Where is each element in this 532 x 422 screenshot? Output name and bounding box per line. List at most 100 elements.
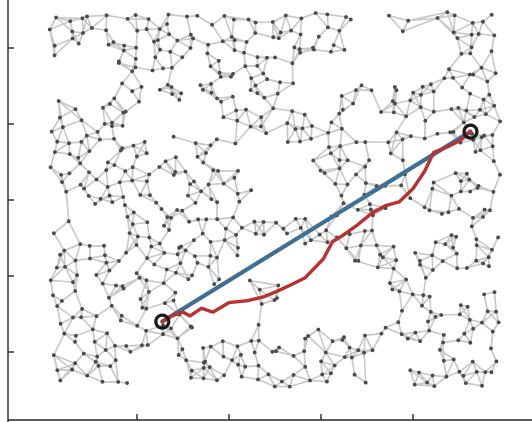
graph-node <box>270 20 275 24</box>
graph-edge <box>469 52 483 69</box>
graph-node <box>166 12 171 17</box>
graph-node <box>489 346 493 351</box>
graph-edge <box>146 245 153 259</box>
graph-node <box>253 31 258 35</box>
graph-node <box>440 212 444 216</box>
graph-node <box>308 378 312 383</box>
graph-edge <box>271 21 280 40</box>
graph-node <box>253 231 258 236</box>
graph-edge <box>298 46 314 51</box>
graph-node <box>322 171 327 175</box>
graph-edge <box>486 310 500 324</box>
graph-edge <box>452 77 463 89</box>
graph-node <box>169 216 174 220</box>
graph-edge <box>211 15 226 26</box>
graph-edge <box>154 56 164 70</box>
graph-edge <box>49 166 63 183</box>
graph-node <box>183 248 188 253</box>
graph-edge <box>83 352 97 363</box>
graph-edge <box>420 83 432 96</box>
graph-node <box>285 121 290 126</box>
graph-node <box>274 349 278 354</box>
graph-node <box>256 363 261 368</box>
graph-node <box>62 248 67 253</box>
graph-edge <box>207 182 225 186</box>
graph-edge <box>158 166 175 176</box>
graph-edge <box>56 368 73 372</box>
graph-edge <box>131 155 138 168</box>
graph-edge <box>405 106 422 118</box>
graph-edge <box>95 169 108 181</box>
graph-edge <box>197 218 204 235</box>
graph-edge <box>450 234 454 249</box>
graph-edge <box>151 56 157 72</box>
graph-node <box>404 277 408 282</box>
graph-node <box>234 233 239 237</box>
graph-edge <box>279 81 294 85</box>
graph-edge <box>209 345 225 358</box>
graph-node <box>104 260 109 265</box>
graph-edge <box>145 329 164 336</box>
graph-edge <box>107 149 122 164</box>
graph-edge <box>483 293 489 313</box>
graph-edge <box>171 56 184 69</box>
graph-node <box>100 281 105 286</box>
graph-edge <box>394 102 407 118</box>
graph-node <box>491 159 496 164</box>
graph-edge <box>330 49 346 53</box>
graph-edge <box>172 135 197 144</box>
graph-edge <box>257 373 270 381</box>
graph-edge <box>211 23 224 43</box>
graph-edge <box>244 364 260 368</box>
graph-node <box>207 365 212 369</box>
graph-node <box>204 217 209 222</box>
graph-edge <box>86 134 91 152</box>
graph-node <box>96 364 101 368</box>
graph-edge <box>123 46 137 52</box>
graph-edge <box>216 138 237 145</box>
graph-node <box>138 193 143 197</box>
graph-edge <box>409 369 416 386</box>
graph-edge <box>353 373 367 384</box>
graph-edge <box>145 28 155 43</box>
graph-edge <box>471 360 487 373</box>
graph-node <box>58 115 62 120</box>
graph-node <box>198 83 203 87</box>
graph-edge <box>216 239 226 259</box>
graph-node <box>110 200 115 205</box>
graph-node <box>87 244 92 248</box>
graph-edge <box>481 310 489 324</box>
graph-edge <box>303 113 313 127</box>
graph-edge <box>458 360 474 373</box>
graph-node <box>476 32 481 36</box>
graph-node <box>490 247 494 252</box>
graph-node <box>451 30 456 35</box>
graph-node <box>206 42 211 47</box>
graph-edge <box>222 116 238 122</box>
graph-edge <box>490 50 497 75</box>
graph-edge <box>222 182 239 195</box>
graph-node <box>278 80 282 85</box>
graph-node <box>362 350 366 355</box>
graph-edge <box>193 180 202 193</box>
graph-edge <box>104 254 120 262</box>
graph-node <box>180 55 185 60</box>
graph-edge <box>64 266 78 277</box>
graph-node <box>189 368 194 373</box>
graph-node <box>425 380 429 385</box>
graph-node <box>95 354 100 359</box>
graph-node <box>76 155 81 160</box>
graph-edge <box>326 13 347 18</box>
graph-edge <box>223 239 239 257</box>
graph-node <box>175 208 180 212</box>
graph-edge <box>338 112 343 130</box>
graph-edge <box>276 82 294 95</box>
graph-node <box>309 238 313 243</box>
graph-edge <box>153 40 157 59</box>
graph-node <box>173 290 178 295</box>
graph-node <box>492 103 497 108</box>
graph-edge <box>263 221 277 236</box>
graph-edge <box>67 220 82 245</box>
graph-edge <box>131 173 150 182</box>
graph-edge <box>185 359 193 372</box>
